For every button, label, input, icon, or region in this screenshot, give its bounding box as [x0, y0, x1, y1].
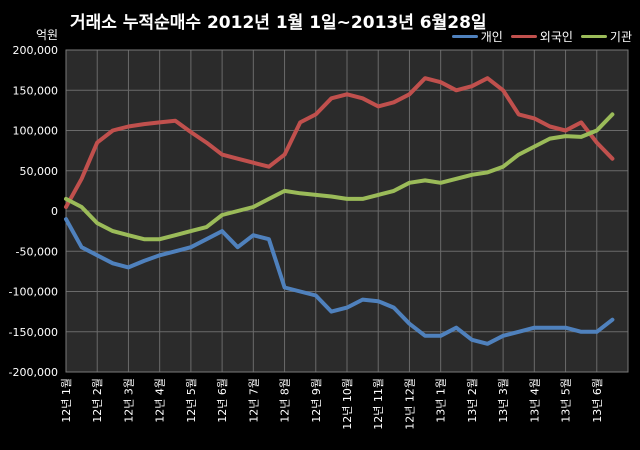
y-tick-label: -50,000 [16, 245, 58, 258]
x-tick-label: 12년 4월 [154, 378, 167, 423]
x-tick-label: 12년 5월 [185, 378, 198, 423]
x-tick-label: 12년 9월 [310, 378, 323, 423]
legend-swatch [580, 35, 607, 38]
x-tick-label: 12년 1월 [60, 378, 73, 423]
x-tick-label: 12년 8월 [279, 378, 292, 423]
legend-label: 외국인 [539, 30, 573, 44]
series-line-1 [64, 217, 615, 346]
y-tick-label: -100,000 [9, 286, 58, 299]
legend-swatch [510, 35, 537, 38]
x-tick-label: 12년 11월 [372, 378, 385, 430]
x-tick-label: 12년 6월 [216, 378, 229, 423]
x-tick-label: 12년 12월 [403, 378, 416, 430]
x-tick-label: 13년 2월 [466, 378, 479, 423]
chart-title: 거래소 누적순매수 2012년 1월 1일~2013년 6월28일 [70, 13, 487, 33]
legend-swatch [451, 35, 478, 38]
x-tick-label: 13년 5월 [560, 378, 573, 423]
x-tick-label: 12년 10월 [341, 378, 354, 430]
legend-label: 개인 [480, 30, 503, 44]
x-tick-label: 13년 3월 [497, 378, 510, 423]
legend-label: 기관 [609, 30, 632, 44]
y-tick-label: 0 [51, 205, 58, 218]
x-tick-label: 13년 6월 [591, 378, 604, 423]
legend-item: 외국인 [510, 28, 573, 45]
x-tick-label: 12년 3월 [122, 378, 135, 423]
y-axis-label: 억원 [36, 28, 59, 42]
y-tick-label: 150,000 [13, 84, 59, 97]
x-tick-label: 12년 2월 [91, 378, 104, 423]
y-tick-label: -200,000 [9, 366, 58, 379]
x-tick-label: 13년 4월 [528, 378, 541, 423]
y-tick-label: -150,000 [9, 326, 58, 339]
y-tick-label: 50,000 [20, 165, 59, 178]
legend: 개인 외국인 기관 [451, 28, 632, 45]
series-line-3 [64, 112, 615, 242]
plot-border [65, 49, 629, 373]
y-tick-label: 100,000 [13, 125, 59, 138]
y-tick-label: 200,000 [13, 44, 59, 57]
legend-item: 기관 [580, 28, 632, 45]
x-tick-label: 12년 7월 [247, 378, 260, 423]
series-line-2 [64, 76, 615, 209]
legend-item: 개인 [451, 28, 503, 45]
x-tick-label: 13년 1월 [435, 378, 448, 423]
